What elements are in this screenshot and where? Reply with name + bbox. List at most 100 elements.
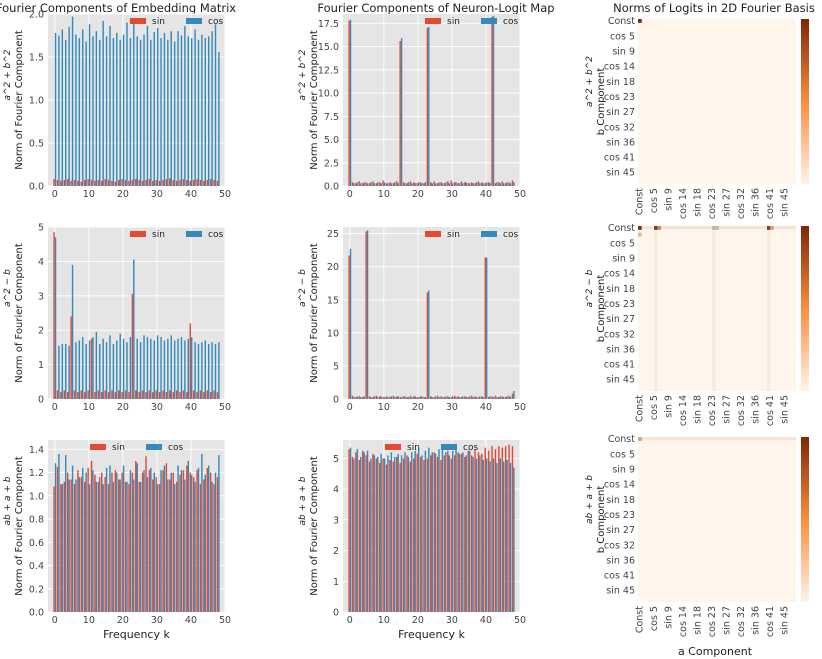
x-tick-label: 30 — [446, 615, 458, 626]
bar-sin — [467, 183, 469, 186]
bar-cos — [71, 465, 74, 612]
bar-cos — [218, 455, 220, 612]
bar-sin — [179, 179, 181, 186]
bar-cos — [122, 34, 125, 186]
bar-cos — [356, 182, 359, 186]
bar-sin — [416, 397, 418, 399]
bar-cos — [207, 465, 210, 612]
heatmap-y-tick-label: cos 41 — [604, 153, 635, 164]
legend-label-sin: sin — [407, 443, 420, 453]
bar-sin — [162, 179, 164, 186]
heatmap-y-tick-label: cos 41 — [604, 571, 635, 582]
legend-label-cos: cos — [208, 230, 223, 240]
bar-cos — [133, 259, 135, 399]
heatmap-cell — [638, 226, 642, 230]
bar-sin — [443, 183, 446, 186]
bar-cos — [472, 183, 474, 186]
bar-sin — [203, 479, 205, 612]
bar-sin — [419, 182, 422, 186]
bar-cos — [489, 183, 491, 186]
bar-sin — [433, 397, 435, 399]
bar-cos — [404, 396, 406, 399]
bar-cos — [150, 467, 152, 612]
heatmap-faint-column — [654, 226, 658, 391]
bar-cos — [509, 183, 512, 186]
bar-sin — [206, 467, 208, 612]
bar-sin — [138, 179, 140, 186]
bar-sin — [111, 472, 113, 612]
bar-cos — [479, 396, 481, 399]
bar-sin — [66, 472, 69, 612]
bar-sin — [436, 183, 439, 186]
y-axis-label: Norm of Fourier Component — [309, 243, 320, 383]
bar-cos — [184, 340, 186, 399]
bar-cos — [112, 343, 115, 399]
y-axis-label: Norm of Fourier Component — [14, 30, 25, 170]
panel-background — [343, 14, 520, 186]
y-tick-label: 0.2 — [29, 584, 44, 595]
bar-sin — [121, 472, 123, 612]
bar-sin — [375, 395, 378, 399]
bar-sin — [141, 472, 144, 612]
x-tick-label: 30 — [446, 402, 458, 413]
bar-sin — [474, 449, 476, 612]
bar-sin — [511, 393, 514, 399]
bar-cos — [119, 333, 121, 399]
bar-sin — [60, 392, 62, 399]
bar-sin — [443, 455, 446, 612]
bar-cos — [383, 458, 386, 612]
bar-cos — [417, 397, 420, 399]
heatmap-cell — [715, 226, 720, 230]
bar-cos — [143, 34, 145, 186]
bar-sin — [464, 456, 466, 612]
heatmap-x-tick-label: sin 18 — [693, 395, 704, 424]
bar-sin — [423, 183, 425, 186]
heatmap-y-tick-label: cos 32 — [604, 329, 635, 340]
heatmap-x-tick-label: cos 32 — [736, 395, 747, 426]
y-tick-label: 2.0 — [29, 10, 44, 21]
colorbar — [801, 226, 809, 391]
bar-sin — [460, 453, 463, 612]
bar-cos — [502, 461, 505, 612]
bar-sin — [379, 463, 381, 612]
heatmap-y-tick-label: cos 5 — [610, 238, 635, 249]
heatmap-y-tick-label: cos 32 — [604, 540, 635, 551]
x-tick-label: 10 — [378, 189, 390, 200]
bar-sin — [118, 479, 120, 612]
bar-sin — [165, 179, 168, 186]
bar-sin — [392, 461, 395, 612]
bar-sin — [135, 390, 137, 399]
bar-cos — [85, 472, 87, 612]
bar-sin — [491, 446, 493, 612]
heatmap-y-tick-label: cos 5 — [610, 449, 635, 460]
x-tick-label: 20 — [117, 402, 129, 413]
bar-sin — [131, 294, 134, 399]
bar-sin — [413, 458, 415, 612]
bar-sin — [172, 392, 174, 399]
y-tick-label: 0 — [38, 395, 44, 406]
bar-cos — [180, 35, 183, 186]
y-tick-label: 2.5 — [324, 158, 339, 169]
bar-sin — [63, 390, 66, 399]
bar-cos — [445, 396, 447, 399]
bar-sin — [430, 455, 432, 612]
bar-sin — [145, 179, 147, 186]
heatmap-y-tick-label: cos 14 — [604, 269, 635, 280]
x-tick-label: 20 — [117, 615, 129, 626]
x-tick-label: 10 — [378, 402, 390, 413]
bar-cos — [370, 458, 372, 612]
bar-sin — [396, 396, 398, 399]
bar-sin — [135, 460, 137, 612]
bar-sin — [66, 179, 69, 186]
bar-cos — [201, 453, 203, 612]
legend-label-sin: sin — [112, 443, 125, 453]
bar-sin — [406, 397, 408, 399]
bar-sin — [216, 392, 219, 399]
bar-sin — [358, 396, 361, 399]
bar-sin — [358, 459, 361, 612]
bar-sin — [87, 390, 89, 399]
bar-sin — [192, 477, 195, 612]
bar-cos — [475, 182, 478, 186]
x-axis-label: Frequency k — [103, 628, 170, 641]
y-tick-label: 10 — [327, 328, 339, 339]
